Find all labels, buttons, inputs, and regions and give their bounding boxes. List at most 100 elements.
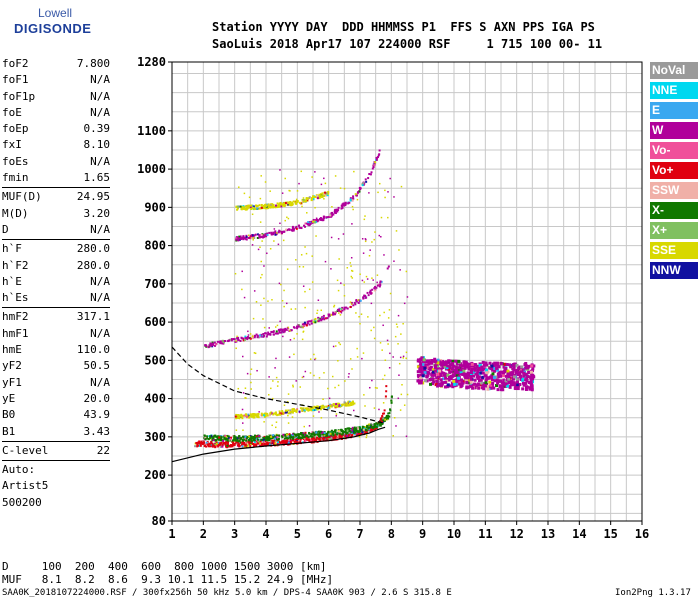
echo-point [262, 234, 265, 237]
echo-point [270, 434, 273, 437]
noise-point [337, 289, 340, 292]
echo-point [346, 429, 349, 432]
echo-point [366, 291, 369, 294]
noise-point [323, 198, 325, 200]
echo-point [241, 417, 244, 420]
echo-point [440, 373, 444, 377]
echo-point [335, 403, 338, 406]
echo-point [386, 267, 389, 270]
noise-point [292, 203, 294, 205]
noise-point [373, 337, 376, 340]
echo-point [357, 301, 360, 304]
echo-point [282, 433, 285, 436]
echo-point [373, 428, 376, 431]
echo-point [250, 234, 253, 237]
noise-point [288, 189, 290, 192]
echo-point [441, 366, 445, 370]
echo-point [352, 195, 355, 198]
echo-trace [235, 190, 330, 211]
noise-point [340, 311, 343, 314]
legend-entry-nne: NNE [650, 82, 698, 99]
echo-point [266, 232, 269, 235]
echo-point [285, 228, 288, 231]
echo-point [346, 431, 349, 434]
echo-point [473, 386, 477, 390]
echo-point [478, 367, 482, 371]
echo-point [482, 383, 486, 387]
echo-point [308, 196, 311, 199]
echo-point [374, 285, 377, 288]
echo-point [308, 221, 311, 224]
echo-point [479, 386, 483, 390]
echo-point [271, 442, 274, 445]
noise-point [242, 422, 244, 424]
echo-point [247, 413, 250, 416]
echo-point [277, 437, 280, 440]
noise-point [242, 392, 245, 394]
echo-point [262, 332, 265, 335]
noise-point [377, 191, 379, 194]
noise-point [273, 228, 276, 230]
echo-point [304, 407, 307, 410]
echo-point [385, 416, 388, 419]
noise-point [389, 177, 391, 180]
echo-point [350, 301, 353, 304]
param-name: M(D) [2, 206, 29, 220]
echo-point [215, 441, 218, 444]
x-tick-label: 14 [572, 527, 586, 541]
echo-point [436, 372, 440, 376]
echo-point [221, 339, 224, 342]
echo-point [246, 338, 249, 341]
noise-point [378, 234, 381, 237]
echo-point [280, 331, 283, 334]
noise-point [286, 268, 289, 270]
echo-point [326, 194, 329, 197]
echo-point [294, 202, 297, 205]
echo-point [249, 435, 252, 438]
echo-point [264, 412, 267, 415]
echo-point [326, 439, 329, 442]
echo-point [419, 365, 423, 369]
echo-point [334, 311, 337, 314]
echo-point [274, 206, 277, 209]
echo-point [421, 366, 425, 370]
echo-point [302, 433, 305, 436]
echo-point [353, 430, 356, 433]
noise-point [353, 409, 355, 412]
echo-point [299, 438, 302, 441]
echo-point [228, 444, 231, 447]
noise-point [263, 326, 266, 329]
noise-point [400, 393, 403, 396]
echo-point [236, 437, 239, 440]
noise-point [296, 190, 299, 192]
echo-point [289, 329, 292, 332]
noise-point [323, 177, 325, 180]
echo-point [286, 438, 289, 441]
echo-point [387, 415, 390, 418]
echo-point [277, 204, 280, 207]
echo-point [364, 295, 367, 298]
echo-point [378, 285, 381, 288]
noise-point [298, 265, 301, 268]
echo-point [358, 430, 361, 433]
noise-point [274, 326, 277, 328]
legend-entry-vo: Vo- [650, 142, 698, 159]
noise-point [373, 326, 375, 329]
noise-point [376, 387, 378, 389]
param-row: foEp 0.39 [2, 121, 110, 137]
echo-point [235, 237, 238, 240]
echo-point [194, 445, 197, 448]
noise-point [314, 357, 317, 360]
echo-point [361, 184, 364, 187]
echo-point [263, 444, 266, 447]
echo-point [282, 202, 285, 205]
param-value: 7.800 [76, 57, 110, 70]
noise-point [324, 182, 327, 185]
echo-point [336, 405, 339, 408]
echo-point [226, 442, 229, 445]
echo-point [285, 435, 288, 438]
echo-point [445, 385, 449, 389]
echo-point [203, 434, 206, 437]
echo-point [295, 410, 298, 413]
